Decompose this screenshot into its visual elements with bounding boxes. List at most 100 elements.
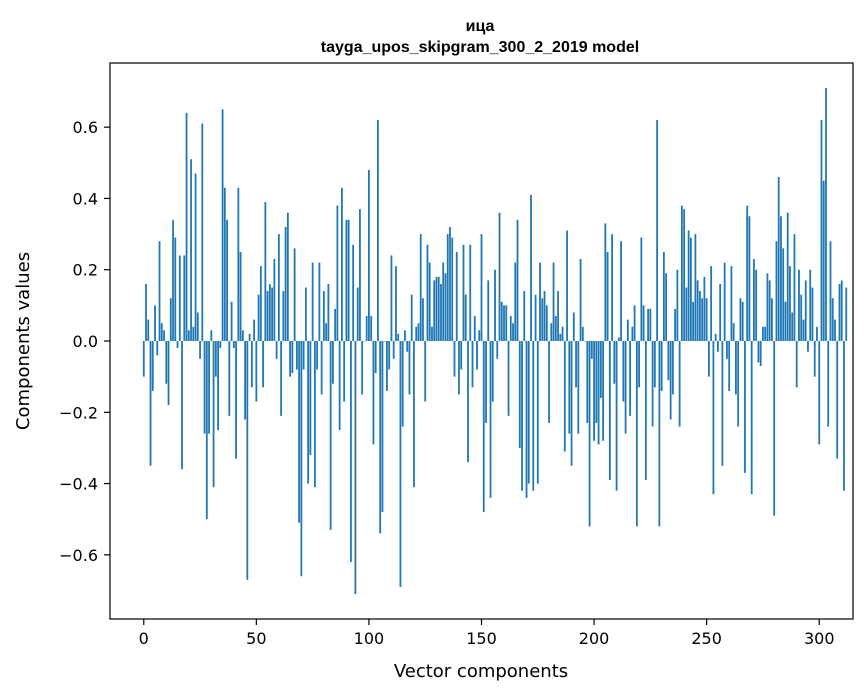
bar-7 [158,241,161,341]
bar-171 [527,341,530,484]
bar-31 [212,341,215,488]
bar-55 [266,291,269,341]
bar-266 [741,301,744,341]
bar-218 [633,305,636,341]
bar-35 [221,109,224,341]
bar-80 [322,291,325,341]
bar-140 [458,341,460,395]
bar-292 [800,294,803,341]
x-tick-label: 200 [579,629,610,648]
bar-169 [523,291,526,341]
bar-21 [190,159,192,341]
bar-188 [566,230,568,341]
bar-142 [462,244,465,341]
bar-0 [142,341,145,377]
bar-138 [453,341,456,377]
bar-280 [773,341,776,516]
bar-112 [395,266,397,341]
bar-214 [624,341,627,434]
bar-110 [390,255,393,341]
bar-83 [329,341,332,530]
bar-25 [199,341,201,359]
bar-275 [762,326,764,341]
bar-32 [214,341,217,377]
bar-87 [338,341,341,431]
bar-302 [822,180,825,341]
bar-89 [343,341,346,402]
bar-45 [244,341,246,420]
bar-233 [667,341,670,381]
bar-180 [548,341,550,423]
bar-48 [250,341,253,388]
bar-46 [246,341,249,580]
bar-29 [208,341,210,434]
bar-202 [597,341,600,445]
bar-74 [309,341,312,456]
bar-267 [744,341,746,473]
bar-82 [327,283,330,341]
bar-237 [676,269,679,341]
bar-183 [554,316,557,341]
bar-6 [156,341,159,356]
bar-172 [530,194,532,341]
bar-153 [487,280,490,341]
bar-102 [372,341,375,445]
bar-70 [300,341,303,577]
bar-229 [658,341,661,527]
bar-277 [766,273,769,341]
bar-111 [392,341,395,359]
bar-193 [577,341,580,434]
bar-241 [685,287,688,341]
bar-64 [286,212,289,341]
bar-136 [449,226,451,341]
y-tick-label: 0.6 [73,118,98,137]
bar-series [142,87,848,595]
bar-249 [703,276,706,341]
bar-57 [271,287,274,341]
bar-149 [478,330,481,341]
bar-49 [253,319,255,341]
bar-182 [552,262,555,341]
bar-192 [575,341,577,388]
bar-207 [608,341,611,480]
bar-120 [413,341,415,488]
bar-8 [160,323,163,341]
bar-167 [518,341,521,448]
bar-15 [176,341,179,349]
bar-108 [386,341,388,391]
bar-128 [431,326,433,341]
bar-286 [786,212,789,341]
bar-260 [728,341,731,391]
chart-title-line-2: tayga_upos_skipgram_300_2_2019 model [321,39,639,56]
bar-129 [433,280,436,341]
bar-71 [302,341,305,370]
bar-93 [352,244,355,341]
bar-222 [642,305,645,341]
bar-175 [536,341,539,484]
bar-152 [485,341,487,423]
bar-236 [674,308,677,341]
bar-78 [318,262,321,341]
bar-300 [818,341,821,445]
bar-86 [336,205,339,341]
bar-259 [726,341,728,359]
bar-262 [732,323,735,341]
y-tick-label: 0.2 [73,261,98,280]
bar-206 [606,251,609,341]
bar-195 [581,326,584,341]
bar-91 [347,219,350,341]
bar-238 [678,341,681,427]
bar-210 [615,341,618,491]
bar-226 [651,341,654,427]
bar-36 [223,187,226,341]
bar-94 [354,341,357,595]
bar-26 [201,123,204,341]
bar-161 [505,305,508,341]
bar-28 [205,341,208,520]
bar-90 [345,219,348,341]
bar-273 [757,341,760,363]
bar-298 [813,341,816,377]
bar-133 [442,262,445,341]
bar-282 [777,177,780,341]
